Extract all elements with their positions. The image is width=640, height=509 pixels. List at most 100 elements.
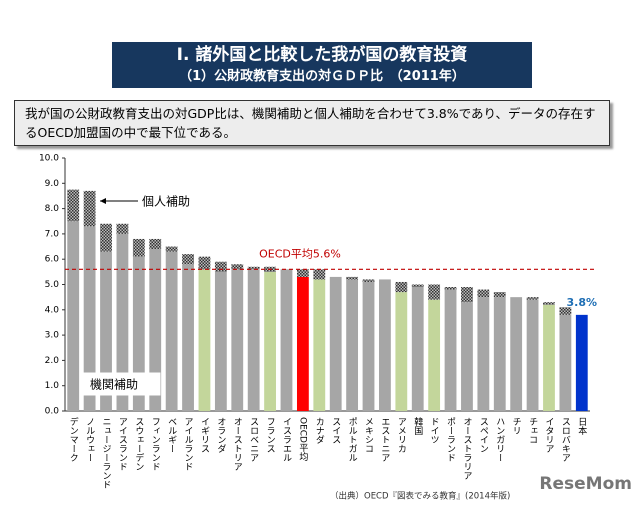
bar-top (346, 276, 359, 280)
bar-base (346, 279, 359, 411)
x-tick-label: ベルギー (166, 417, 177, 453)
x-tick-label: スロバキア (560, 417, 571, 462)
x-tick-label: OECD平均 (297, 417, 308, 462)
bar-base (526, 299, 539, 411)
x-tick-label: エストニア (379, 417, 390, 462)
legend-label: 機関補助 (90, 377, 138, 392)
x-tick-label: チェコ (527, 417, 538, 444)
bar-base (247, 269, 260, 411)
y-tick-label: 10.0 (39, 154, 59, 164)
x-tick-label: デンマーク (68, 416, 79, 462)
y-tick-label: 8.0 (45, 204, 60, 214)
y-tick-label: 6.0 (45, 255, 60, 265)
x-tick-label: オランダ (215, 417, 226, 453)
bar-top (526, 297, 539, 300)
bar-base (83, 226, 96, 411)
oecd-average-label: OECD平均5.6% (259, 247, 341, 260)
bar-base (329, 276, 342, 411)
bar-top (493, 292, 506, 298)
legend-box (79, 372, 161, 396)
bar-base (461, 302, 473, 411)
bar-top (543, 302, 555, 305)
x-tick-label: チリ (511, 417, 522, 435)
bar-top (395, 281, 408, 293)
x-tick-label: スペイン (478, 417, 489, 453)
bar-base (428, 299, 441, 411)
bar-top (214, 261, 227, 272)
bar-base (559, 314, 572, 411)
x-tick-label: フランス (265, 417, 275, 453)
x-tick-label: ポルトガル (347, 417, 358, 462)
x-tick-label: ハンガリー (494, 417, 505, 462)
x-tick-label: スウェーデン (133, 417, 144, 471)
x-tick-label: スイス (330, 417, 341, 444)
bar-base (296, 276, 309, 411)
bar-base (477, 297, 490, 411)
bar-base (67, 221, 80, 411)
x-tick-label: ポーランド (445, 417, 456, 462)
x-tick-label: ドイツ (429, 417, 440, 444)
bar-top (116, 223, 129, 234)
bar-top (559, 307, 572, 315)
bar-top (149, 238, 162, 250)
bar-base (264, 271, 276, 411)
x-tick-label: イタリア (543, 417, 554, 453)
y-tick-label: 1.0 (45, 381, 60, 391)
x-tick-label: アイスランド (117, 417, 128, 471)
bar-top (313, 269, 326, 280)
x-tick-label: フィンランド (150, 417, 160, 471)
source: （出典）OECD『図表でみる教育』(2014年版) (330, 491, 510, 502)
y-tick-label: 2.0 (45, 356, 60, 366)
y-tick-label: 4.0 (45, 305, 60, 315)
x-tick-label: スロベニア (248, 417, 259, 462)
x-tick-label: 韓国 (412, 417, 423, 436)
bar-base (182, 264, 194, 411)
bar-base (444, 289, 457, 411)
y-tick-label: 9.0 (45, 179, 60, 189)
bar-base (379, 279, 391, 411)
bar-base (395, 292, 408, 411)
bar-top (83, 190, 96, 227)
x-tick-label: アイルランド (183, 417, 194, 471)
bar-top (362, 279, 375, 282)
bar-top (100, 223, 112, 252)
x-tick-label: イスラエル (281, 417, 292, 462)
bar-base (575, 314, 588, 411)
bar-base (116, 233, 129, 411)
bar-top (132, 238, 145, 257)
bar-top (461, 287, 473, 303)
x-tick-label: ニュージーランド (101, 417, 112, 489)
bar-base (100, 251, 112, 411)
y-tick-label: 3.0 (45, 331, 60, 341)
y-tick-label: 7.0 (45, 229, 60, 239)
title: Ⅰ. 諸外国と比較した我が国の教育投資 (176, 45, 468, 65)
description: 我が国の公財政教育支出の対GDP比は、機関補助と個人補助を合わせて3.8%であり… (14, 100, 610, 146)
x-tick-label: 日本 (576, 417, 587, 436)
bar-base (149, 249, 162, 411)
bar-top (411, 284, 424, 288)
legend-label: 個人補助 (142, 195, 190, 209)
bar-base (198, 269, 211, 411)
banner: Ⅰ. 諸外国と比較した我が国の教育投資 （1）公財政教育支出の対ＧＤＰ比 （20… (112, 42, 532, 88)
bar-base (214, 271, 227, 411)
y-tick-label: 5.0 (45, 280, 60, 290)
bar-top (231, 264, 244, 270)
bar-top (165, 246, 178, 252)
bar-top (198, 256, 211, 270)
bar-base (231, 269, 244, 411)
japan-label: 3.8% (567, 296, 598, 309)
x-tick-label: アメリカ (396, 417, 406, 453)
x-tick-label: メキシコ (363, 417, 373, 453)
bar-base (280, 269, 293, 411)
x-tick-label: オーストラリア (461, 417, 472, 480)
bar-top (67, 189, 80, 222)
bar-base (132, 256, 145, 411)
bar-top (296, 269, 309, 277)
bar-base (362, 281, 375, 411)
bar-top (444, 287, 457, 290)
bar-top (477, 289, 490, 298)
x-tick-label: イギリス (199, 417, 210, 453)
legend-arrowhead (100, 198, 106, 204)
bar-base (313, 279, 326, 411)
